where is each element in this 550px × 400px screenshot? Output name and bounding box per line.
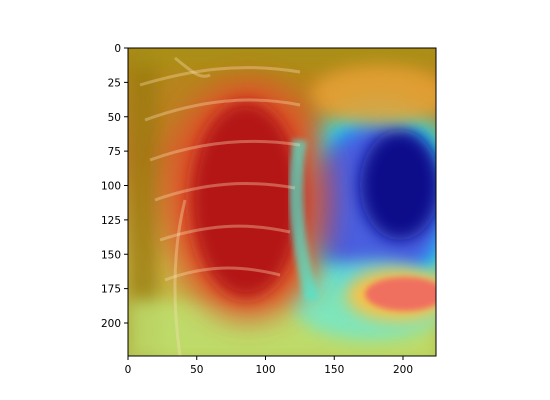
x-tick-label: 200 [393,364,413,376]
y-tick-label: 150 [101,249,121,261]
heatmap-upper-right-warm [310,65,436,125]
x-tick-label: 100 [255,364,275,376]
y-tick-label: 50 [108,112,121,124]
y-tick-label: 0 [114,43,121,55]
x-tick-label: 0 [125,364,132,376]
heatmap-lower-right-hot [346,269,436,321]
heatmap-cyan-edge [289,138,319,302]
y-tick-label: 125 [101,215,121,227]
heatmap-top-band [128,48,436,68]
heatmap-main-hot [166,80,330,320]
y-tick-label: 200 [101,318,121,330]
x-axis: 0 50 100 150 200 [125,356,413,376]
y-tick-label: 100 [101,181,121,193]
y-tick-label: 25 [108,77,121,89]
heatmap-image [128,48,436,356]
xray-structures [139,56,301,356]
y-tick-label: 75 [108,146,121,158]
x-tick-label: 150 [324,364,344,376]
y-axis: 0 25 50 75 100 125 150 175 200 [101,43,128,330]
heatmap-cold-region [293,100,436,300]
y-tick-label: 175 [101,284,121,296]
plot-frame [127,47,437,357]
x-tick-label: 50 [190,364,203,376]
